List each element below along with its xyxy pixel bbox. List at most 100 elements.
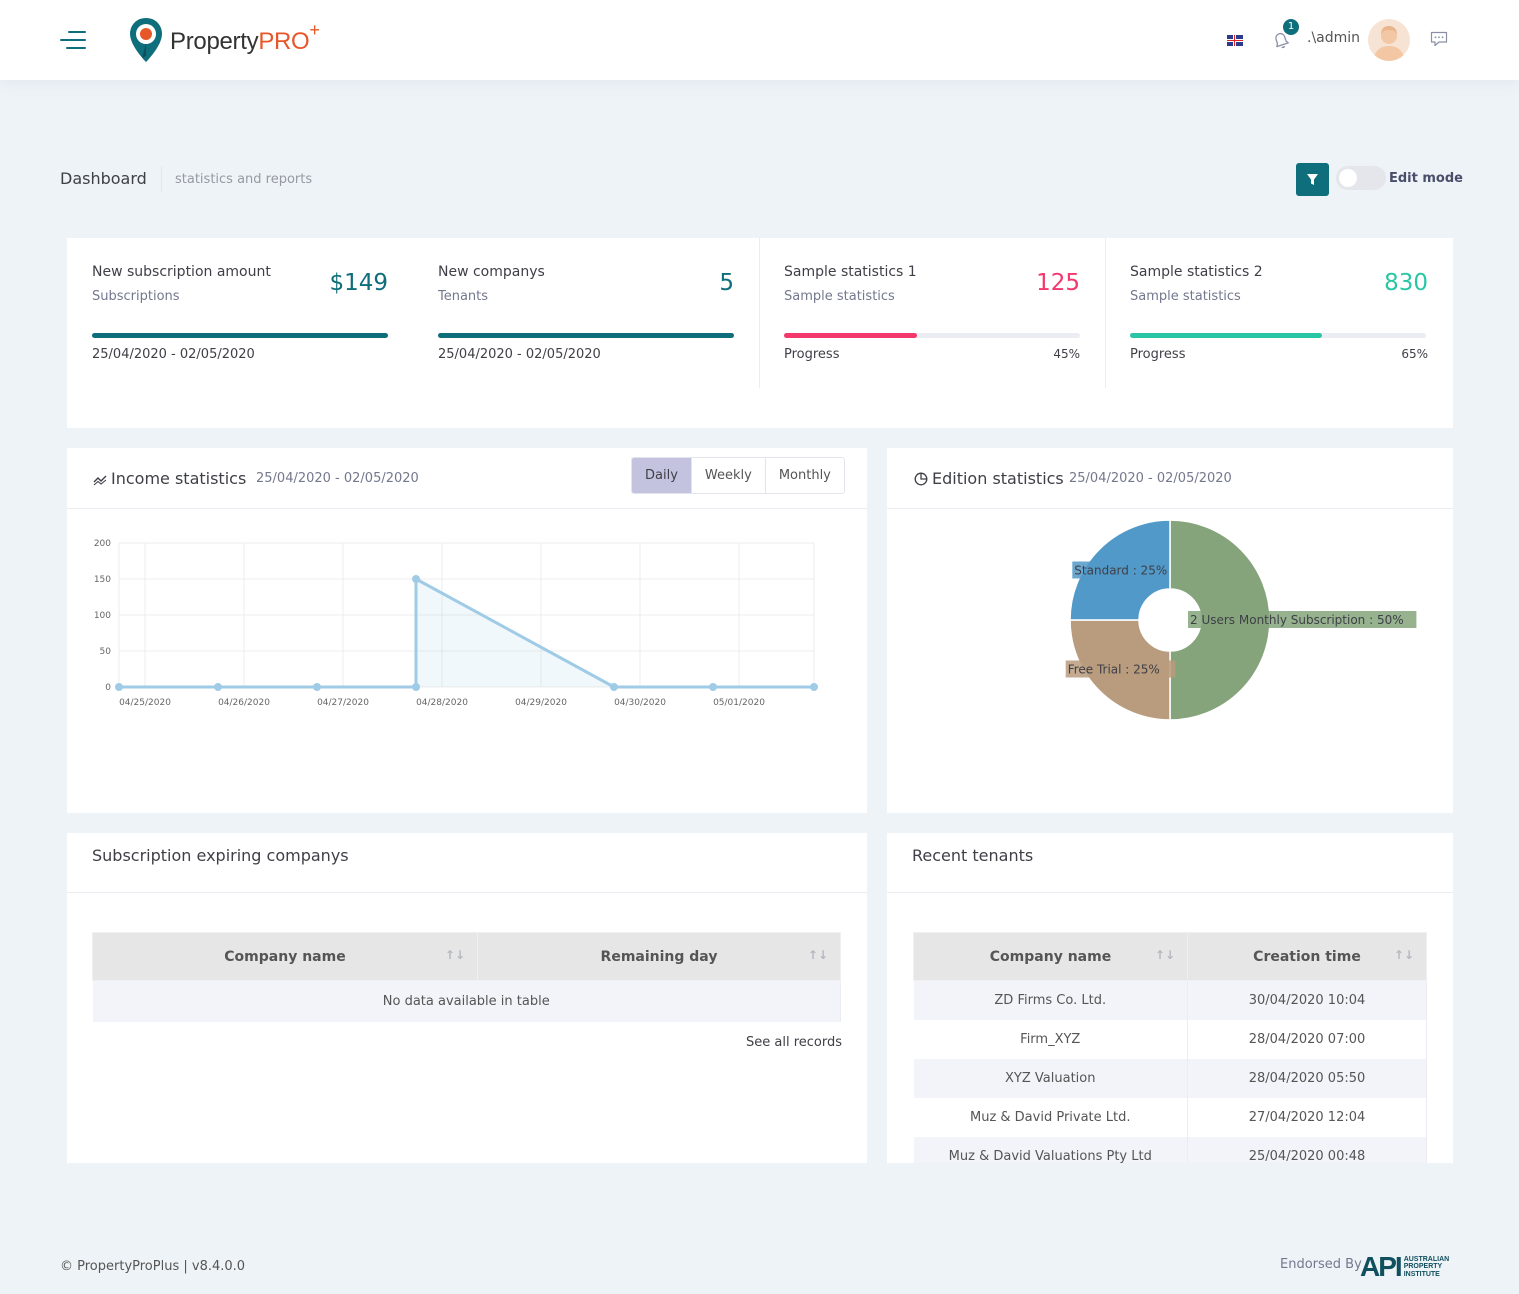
stat-title: Sample statistics 2 <box>1130 264 1263 280</box>
series-line <box>119 577 814 689</box>
column-header-creation-time[interactable]: Creation time ↑↓ <box>1187 932 1427 981</box>
stat-progress-percent: 65% <box>1401 347 1428 361</box>
series-area <box>119 579 814 687</box>
edition-statistics-card: Edition statistics 25/04/2020 - 02/05/20… <box>887 448 1453 813</box>
brand-logo[interactable]: PropertyPRO+ <box>128 16 320 64</box>
period-daily-button[interactable]: Daily <box>632 458 691 493</box>
stat-value: 830 <box>1384 270 1428 296</box>
column-header-company-name[interactable]: Company name ↑↓ <box>913 932 1188 981</box>
stat-progress-bar <box>92 333 388 338</box>
api-logo-letters: API <box>1360 1251 1403 1282</box>
pie-chart-icon <box>914 472 928 486</box>
stat-new-subscription-amount: New subscription amount Subscriptions $1… <box>67 238 413 428</box>
sort-icon[interactable]: ↑↓ <box>1154 948 1175 962</box>
stat-date-range: 25/04/2020 - 02/05/2020 <box>438 347 601 362</box>
menu-toggle-icon[interactable] <box>60 29 86 51</box>
slice-label: Standard : 25% <box>1074 564 1167 578</box>
period-selector: Daily Weekly Monthly <box>631 457 845 494</box>
bell-icon[interactable] <box>1271 30 1291 50</box>
y-tick-label: 0 <box>105 683 111 693</box>
top-header: PropertyPRO+ 1 .\admin <box>0 0 1519 80</box>
notification-badge: 1 <box>1283 19 1299 35</box>
slice-label-background <box>1072 561 1169 579</box>
stat-title: Sample statistics 1 <box>784 264 917 280</box>
x-tick-label: 04/27/2020 <box>317 698 369 708</box>
stat-progress-fill <box>1130 333 1323 338</box>
map-pin-icon <box>130 18 162 62</box>
creation-time-cell: 28/04/2020 07:00 <box>1187 1019 1427 1059</box>
card-title: Recent tenants <box>912 846 1034 865</box>
api-logo-text: AUSTRALIAN PROPERTY INSTITUTE <box>1403 1255 1450 1278</box>
table-row: Muz & David Valuations Pty Ltd 25/04/2020… <box>913 1136 1427 1163</box>
income-chart: 0 50 100 150 200 04/25/2020 04/26/2020 04/27/20… <box>94 539 818 708</box>
stat-progress-fill <box>92 333 388 338</box>
slice-label: 2 Users Monthly Subscription : 50% <box>1190 613 1404 627</box>
stat-progress-bar <box>1130 333 1426 338</box>
x-tick-label: 04/26/2020 <box>218 698 270 708</box>
company-name-cell: ZD Firms Co. Ltd. <box>913 980 1188 1020</box>
company-name-cell: XYZ Valuation <box>913 1058 1188 1098</box>
x-tick-label: 04/29/2020 <box>515 698 567 708</box>
recent-tenants-card: Recent tenants Company name ↑↓ Creation t… <box>887 833 1453 1163</box>
card-header: Edition statistics 25/04/2020 - 02/05/20… <box>887 448 1453 509</box>
income-statistics-card: Income statistics 25/04/2020 - 02/05/202… <box>67 448 867 813</box>
stat-progress-label: Progress <box>784 347 840 362</box>
edit-mode-toggle[interactable] <box>1336 166 1386 190</box>
stat-sample-statistics-2: Sample statistics 2 Sample statistics 83… <box>1105 238 1453 428</box>
footer-copyright: © PropertyProPlus | v8.4.0.0 <box>60 1259 246 1274</box>
stat-value: $149 <box>329 270 388 296</box>
stat-progress-percent: 45% <box>1053 347 1080 361</box>
stat-sample-statistics-1: Sample statistics 1 Sample statistics 12… <box>759 238 1105 428</box>
stat-subtitle: Sample statistics <box>784 289 895 304</box>
data-point <box>214 683 222 691</box>
stat-subtitle: Sample statistics <box>1130 289 1241 304</box>
api-logo[interactable]: API AUSTRALIAN PROPERTY INSTITUTE <box>1360 1251 1450 1282</box>
data-point <box>412 575 420 583</box>
edition-chart: 2 Users Monthly Subscription : 50% Free T… <box>1065 519 1417 721</box>
sort-icon[interactable]: ↑↓ <box>1393 948 1414 962</box>
slice-label-background <box>1065 660 1176 678</box>
creation-time-cell: 30/04/2020 10:04 <box>1187 980 1427 1020</box>
username[interactable]: .\admin <box>1307 30 1361 46</box>
chat-icon[interactable] <box>1430 31 1448 47</box>
column-header-company-name[interactable]: Company name ↑↓ <box>92 932 478 981</box>
data-point <box>313 683 321 691</box>
sort-icon[interactable]: ↑↓ <box>807 948 828 962</box>
avatar[interactable] <box>1368 19 1410 61</box>
stat-subtitle: Tenants <box>438 289 489 304</box>
stat-progress-fill <box>784 333 918 338</box>
x-tick-label: 05/01/2020 <box>713 698 765 708</box>
expiring-companies-table: Company name ↑↓ Remaining day ↑↓ No data a… <box>92 932 841 1022</box>
uk-flag-icon[interactable] <box>1227 35 1243 46</box>
y-tick-label: 100 <box>94 611 111 621</box>
card-header: Income statistics 25/04/2020 - 02/05/202… <box>67 448 867 509</box>
data-point <box>709 683 717 691</box>
company-name-cell: Firm_XYZ <box>913 1019 1188 1059</box>
filter-icon <box>1307 174 1318 185</box>
card-title: Income statistics <box>111 469 247 488</box>
brand-name: PropertyPRO+ <box>170 20 320 55</box>
filter-button[interactable] <box>1296 163 1329 196</box>
data-point <box>412 683 420 691</box>
sort-icon[interactable]: ↑↓ <box>444 948 465 962</box>
column-header-remaining-day[interactable]: Remaining day ↑↓ <box>477 932 841 981</box>
data-point <box>115 683 123 691</box>
stat-value: 5 <box>719 270 734 296</box>
table-row: Muz & David Private Ltd. 27/04/2020 12:04 <box>913 1097 1427 1137</box>
table-row: XYZ Valuation 28/04/2020 05:50 <box>913 1058 1427 1098</box>
see-all-records-link[interactable]: See all records <box>746 1035 843 1050</box>
recent-tenants-table: Company name ↑↓ Creation time ↑↓ ZD Firms … <box>913 932 1427 1163</box>
stat-title: New subscription amount <box>92 264 271 280</box>
footer-endorsed-by: Endorsed By <box>1280 1257 1362 1272</box>
period-weekly-button[interactable]: Weekly <box>690 458 765 493</box>
x-tick-label: 04/28/2020 <box>416 698 468 708</box>
period-monthly-button[interactable]: Monthly <box>764 458 844 493</box>
y-tick-label: 50 <box>100 647 112 657</box>
table-row: ZD Firms Co. Ltd. 30/04/2020 10:04 <box>913 980 1427 1020</box>
title-separator <box>161 166 162 192</box>
stat-value: 125 <box>1036 270 1080 296</box>
expiring-companies-card: Subscription expiring companys Company n… <box>67 833 867 1163</box>
stats-card: New subscription amount Subscriptions $1… <box>67 238 1453 428</box>
y-tick-label: 200 <box>94 539 111 549</box>
x-tick-label: 04/25/2020 <box>119 698 171 708</box>
